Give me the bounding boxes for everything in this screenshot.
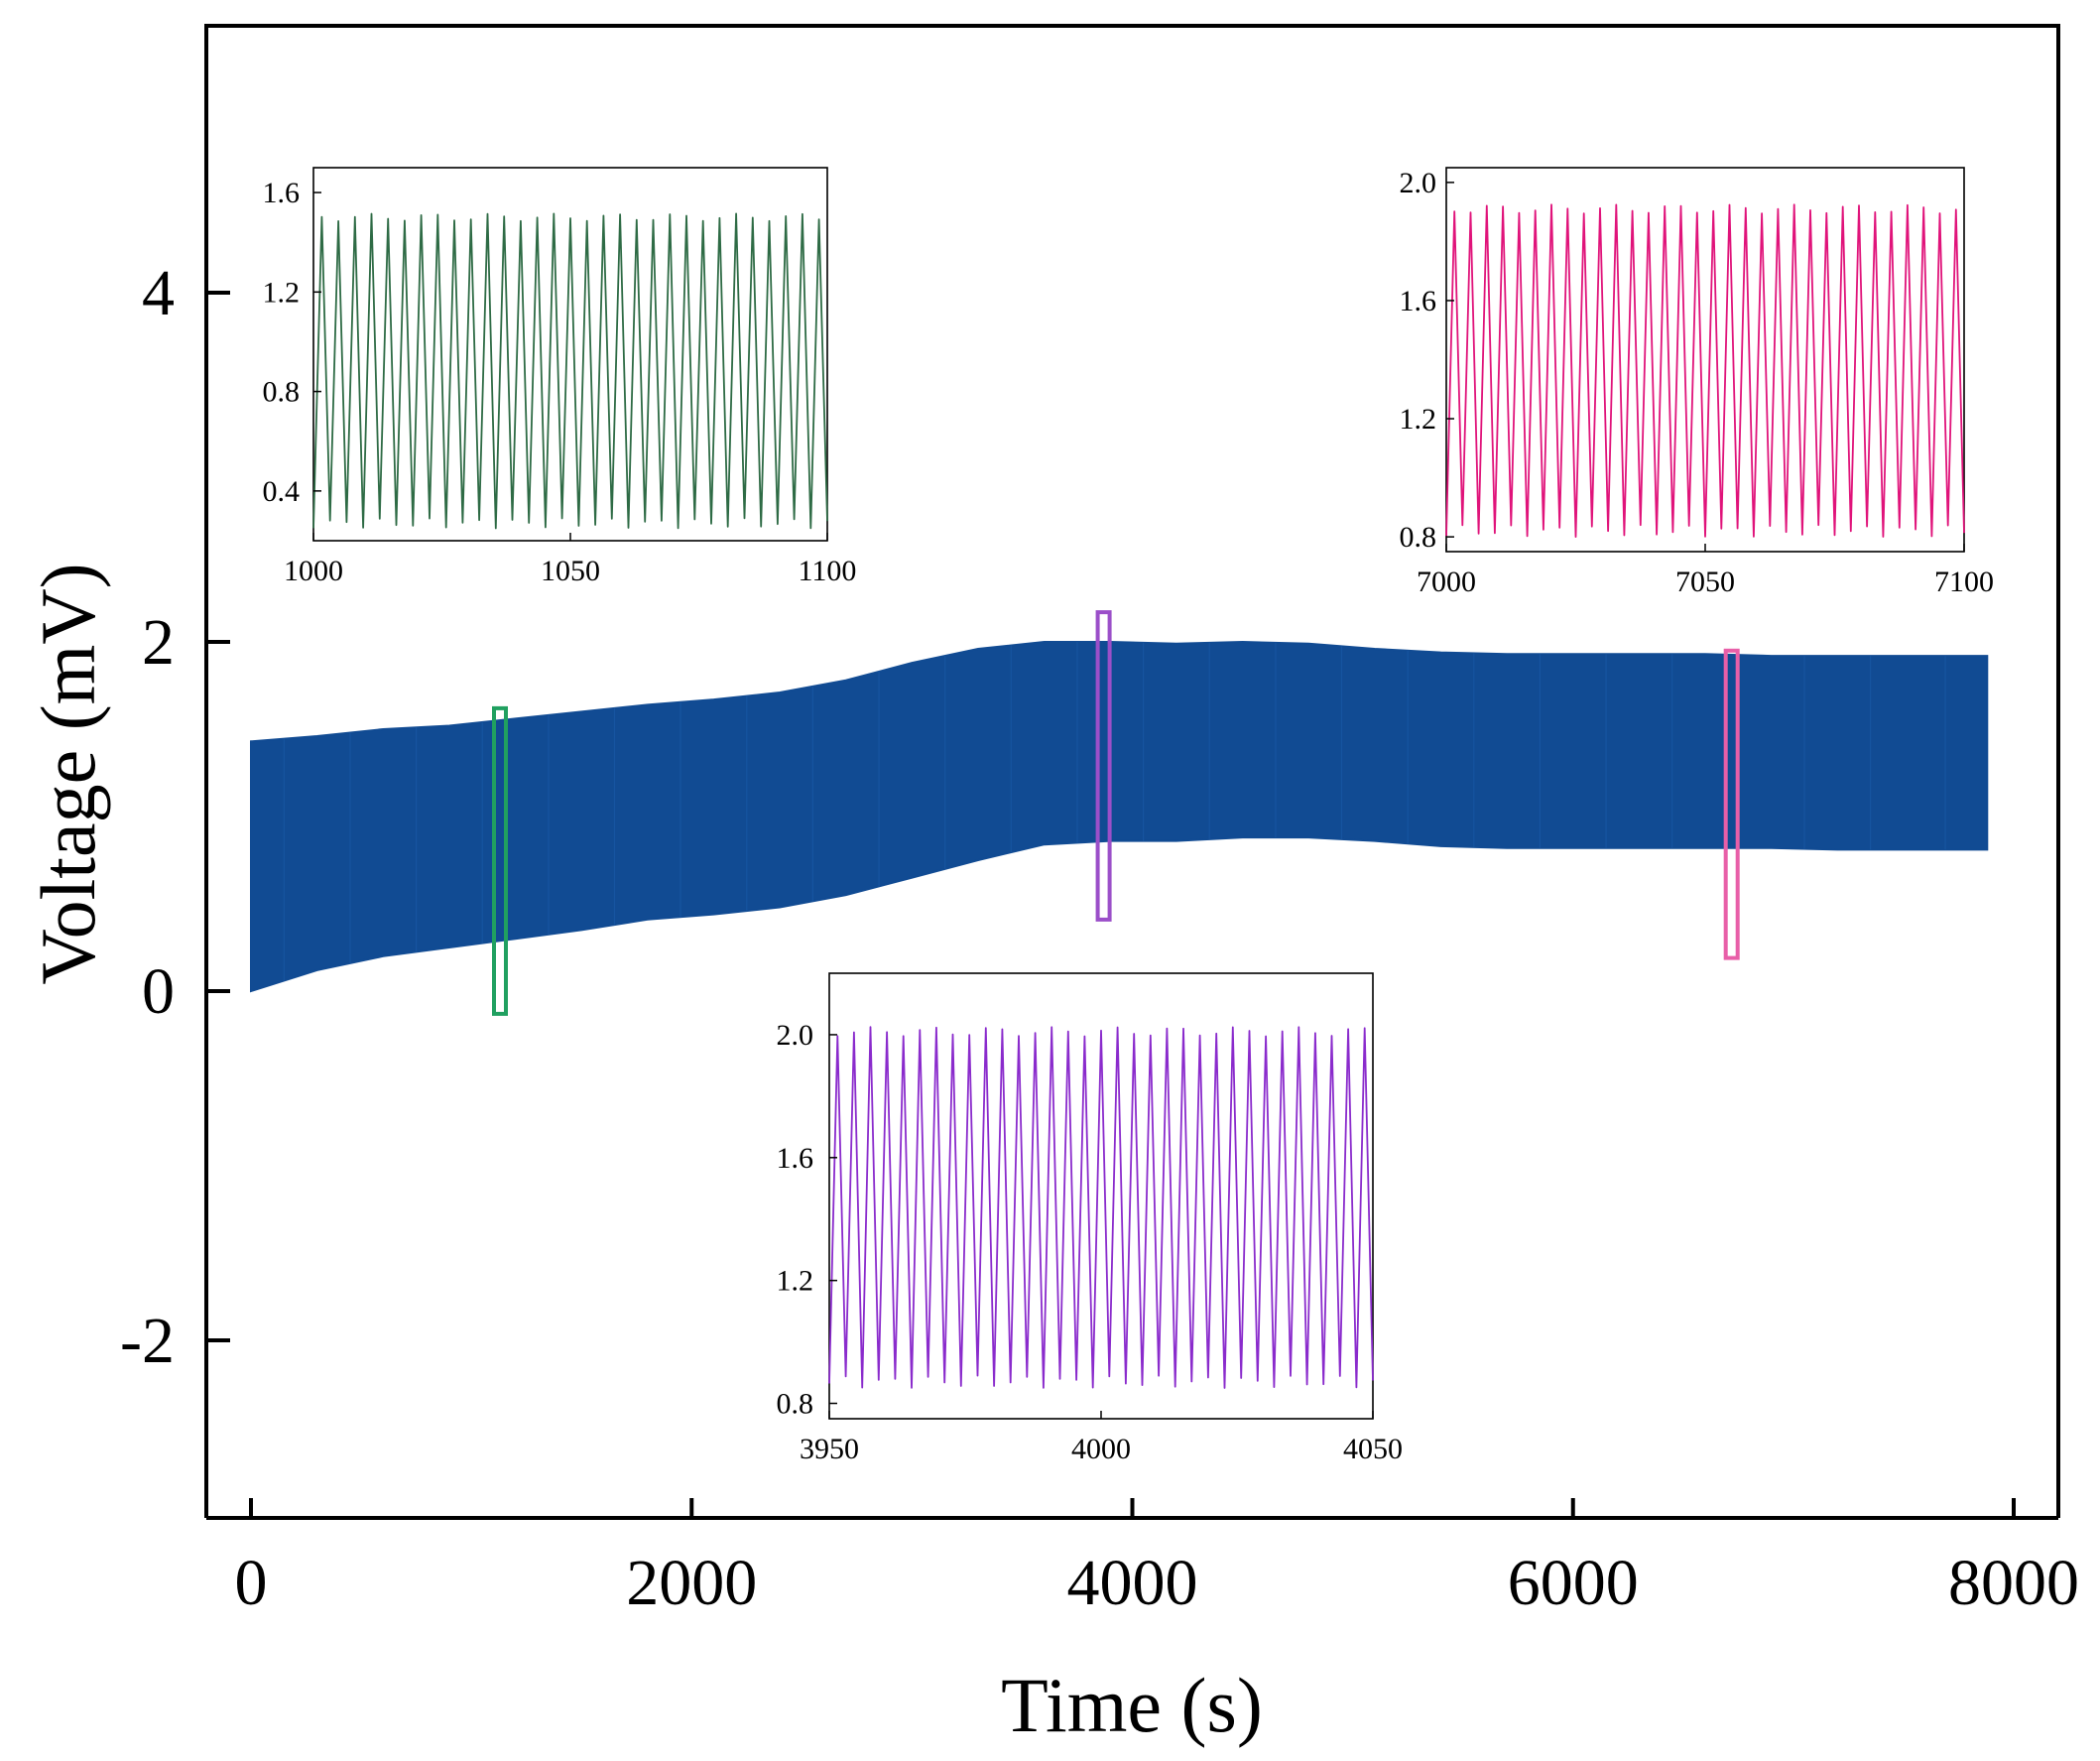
y-tick-label: 0 [142, 955, 175, 1028]
x-ticks-group: 0 2000 4000 6000 8000 [235, 1498, 2079, 1619]
purple-window-box [1095, 610, 1112, 922]
inset-pink-x-tick-label: 7050 [1675, 566, 1735, 598]
inset-pink-y-tick-label: 2.0 [1400, 167, 1437, 199]
inset-green-y-tick-label: 1.6 [263, 177, 301, 209]
inset-green-y-tick-label: 0.4 [263, 475, 301, 508]
inset-pink-y-tick-label: 1.2 [1400, 403, 1437, 436]
inset-green-y-tick-label: 1.2 [263, 276, 301, 309]
y-tick-label: 4 [142, 257, 175, 329]
highlight-boxes-group [492, 610, 1740, 1016]
inset-purple-y-tick-label: 1.2 [777, 1265, 814, 1298]
inset-green-trace [312, 212, 828, 530]
inset-green-y-tick-label: 0.8 [263, 376, 301, 409]
inset-purple-y-tick-label: 2.0 [777, 1019, 814, 1052]
inset-purple-trace [828, 1026, 1374, 1389]
voltage-band-group [250, 640, 1989, 993]
y-tick-label: -2 [120, 1305, 175, 1377]
inset-green-x-tick-label: 1100 [799, 555, 857, 587]
x-axis-title: Time (s) [1001, 1662, 1263, 1748]
inset-purple-y-tick-label: 0.8 [777, 1388, 814, 1421]
inset-purple-x-tick-label: 3950 [800, 1433, 859, 1465]
green-window-box [492, 705, 508, 1016]
inset-green-x-tick-label: 1000 [284, 555, 343, 587]
main-plot-frame [204, 24, 2060, 1518]
inset-purple-x-tick-label: 4000 [1071, 1433, 1131, 1465]
inset-green-panel: 1000 1050 1100 0.4 0.8 1.2 1.6 [263, 167, 857, 587]
x-tick-label: 2000 [626, 1547, 757, 1619]
x-tick-label: 4000 [1067, 1547, 1198, 1619]
inset-purple-y-tick-label: 1.6 [777, 1142, 814, 1175]
inset-pink-y-tick-label: 1.6 [1400, 285, 1437, 317]
x-tick-label: 8000 [1948, 1547, 2079, 1619]
y-ticks-group: -2 0 2 4 [120, 257, 230, 1377]
inset-purple-panel: 3950 4000 4050 0.8 1.2 1.6 2.0 [777, 972, 1403, 1465]
inset-purple-x-tick-label: 4050 [1343, 1433, 1403, 1465]
x-tick-label: 6000 [1508, 1547, 1639, 1619]
inset-pink-x-tick-label: 7000 [1417, 566, 1476, 598]
inset-pink-y-tick-label: 0.8 [1400, 521, 1437, 554]
main-plot-area: 0 2000 4000 6000 8000 -2 0 2 4 Time (s) Voltage… [25, 24, 2079, 1748]
inset-pink-frame [1445, 167, 1965, 553]
y-axis-title: Voltage (mV) [25, 563, 111, 984]
pink-window-box [1723, 648, 1740, 960]
inset-green-x-tick-label: 1050 [541, 555, 600, 587]
inset-pink-trace [1445, 203, 1965, 538]
inset-pink-panel: 7000 7050 7100 0.8 1.2 1.6 2.0 [1400, 167, 1995, 598]
voltage-band [250, 640, 1989, 993]
y-tick-label: 2 [142, 606, 175, 679]
inset-pink-x-tick-label: 7100 [1934, 566, 1994, 598]
x-tick-label: 0 [235, 1547, 268, 1619]
